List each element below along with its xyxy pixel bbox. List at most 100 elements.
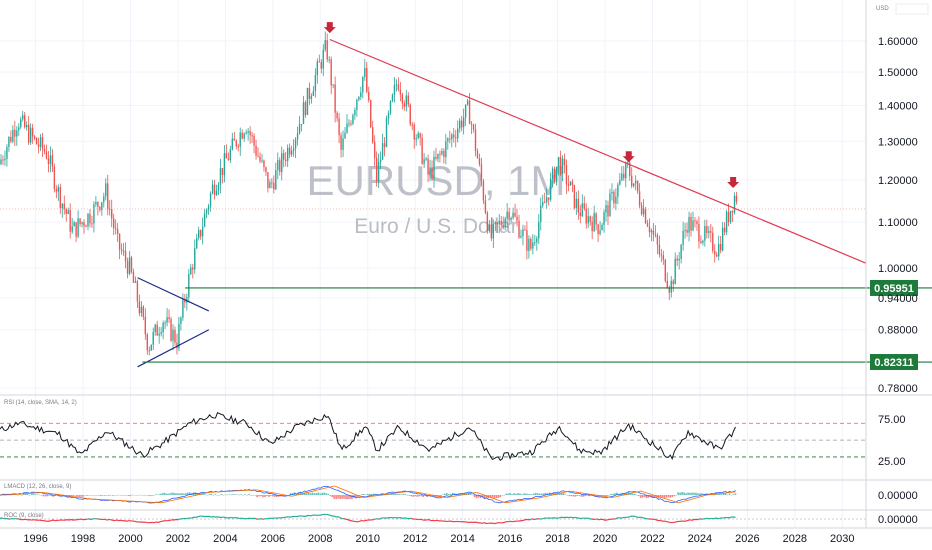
macd-histogram-bar [697, 493, 699, 495]
macd-histogram-bar [119, 494, 122, 496]
roc-tick-label: 0.00000 [878, 514, 918, 526]
macd-histogram-bar [602, 495, 604, 497]
macd-histogram-bar [258, 495, 260, 497]
candle-body [243, 133, 245, 139]
candle-body [441, 151, 443, 155]
macd-histogram-bar [663, 495, 666, 499]
macd-histogram-bar [131, 494, 134, 496]
candle-body [47, 158, 50, 164]
candle-body [107, 183, 109, 209]
candle-body [342, 138, 344, 150]
macd-histogram-bar [329, 495, 331, 496]
roc-line-segment [575, 516, 578, 519]
candle-body [731, 210, 734, 213]
candle-body [425, 158, 427, 160]
roc-line-segment [177, 518, 181, 521]
candle-body [577, 198, 580, 213]
candle-body [61, 203, 63, 209]
candle-body [502, 224, 504, 228]
time-tick-label: 2022 [640, 533, 664, 545]
candle-body [431, 167, 433, 179]
roc-line-segment [339, 517, 343, 520]
price-tick-label: 1.20000 [878, 175, 918, 187]
candle-body [435, 156, 437, 159]
macd-histogram-bar [262, 495, 264, 498]
roc-line-segment [723, 516, 726, 519]
roc-line-segment [496, 521, 499, 524]
candle-body [678, 258, 680, 261]
candle-body [286, 147, 289, 161]
macd-histogram-bar [444, 493, 446, 495]
macd-histogram-bar [701, 493, 703, 495]
candle-body [271, 182, 273, 184]
roc-line-segment [401, 517, 404, 520]
price-level-tag [870, 354, 918, 371]
candle-body [249, 131, 251, 136]
candle-body [411, 124, 413, 126]
candle-body [150, 344, 152, 351]
macd-histogram-bar [311, 492, 314, 495]
candle-body [55, 189, 58, 192]
candle-body [640, 205, 643, 215]
candle-body [186, 297, 188, 303]
roc-line-segment [668, 521, 671, 524]
candle-body [658, 244, 661, 255]
candle-body [729, 210, 732, 223]
macd-pane: LMACD (12, 26, close, 9) 0.00000 [0, 484, 918, 504]
candle-body [395, 84, 398, 86]
macd-histogram-bar [529, 494, 531, 495]
macd-histogram-bar [400, 494, 403, 495]
macd-histogram-bar [100, 495, 102, 497]
roc-line-segment [49, 519, 52, 522]
macd-histogram-bar [244, 494, 246, 495]
macd-histogram-bar [133, 495, 136, 496]
candle-body [504, 218, 506, 228]
roc-line-segment [719, 517, 722, 520]
macd-histogram-bar [287, 494, 290, 496]
macd-histogram-bar [115, 495, 118, 496]
candle-body [662, 255, 665, 260]
macd-histogram-bar [453, 493, 456, 495]
candle-body [393, 84, 396, 95]
macd-histogram-bar [34, 494, 37, 496]
candle-body [172, 329, 174, 341]
macd-histogram-bar [32, 493, 35, 495]
macd-histogram-bar [716, 493, 719, 495]
candle-body [93, 204, 95, 224]
candle-body [484, 200, 487, 213]
roc-line-segment [634, 515, 637, 518]
currency-selector[interactable] [895, 3, 929, 15]
macd-histogram-bar [283, 495, 286, 497]
candle-body [63, 203, 65, 209]
roc-line-segment [729, 516, 732, 519]
macd-histogram-bar [18, 494, 21, 495]
macd-histogram-bar [629, 493, 632, 495]
candle-body [0, 159, 2, 165]
macd-histogram-bar [321, 492, 324, 495]
candle-body [85, 226, 87, 228]
roc-line-segment [333, 515, 337, 518]
candle-body [644, 208, 647, 223]
candle-body [631, 175, 633, 186]
macd-histogram-bar [196, 493, 199, 495]
candle-body [670, 280, 672, 293]
candle-body [391, 94, 394, 102]
price-tick-label: 1.50000 [878, 67, 918, 79]
macd-histogram-bar [643, 495, 646, 498]
macd-histogram-bar [689, 492, 691, 495]
candle-body [686, 229, 688, 233]
macd-histogram-bar [319, 493, 322, 495]
candle-body [148, 350, 150, 352]
roc-line-segment [330, 514, 333, 517]
candlestick-series [0, 31, 738, 356]
candle-body [24, 115, 26, 128]
roc-line-segment [9, 517, 13, 520]
macd-histogram-bar [139, 494, 142, 496]
macd-histogram-bar [252, 495, 254, 496]
candle-body [623, 173, 625, 179]
macd-histogram-bar [685, 493, 687, 495]
candle-body [320, 62, 322, 69]
candle-body [512, 212, 514, 219]
candle-body [415, 138, 417, 140]
